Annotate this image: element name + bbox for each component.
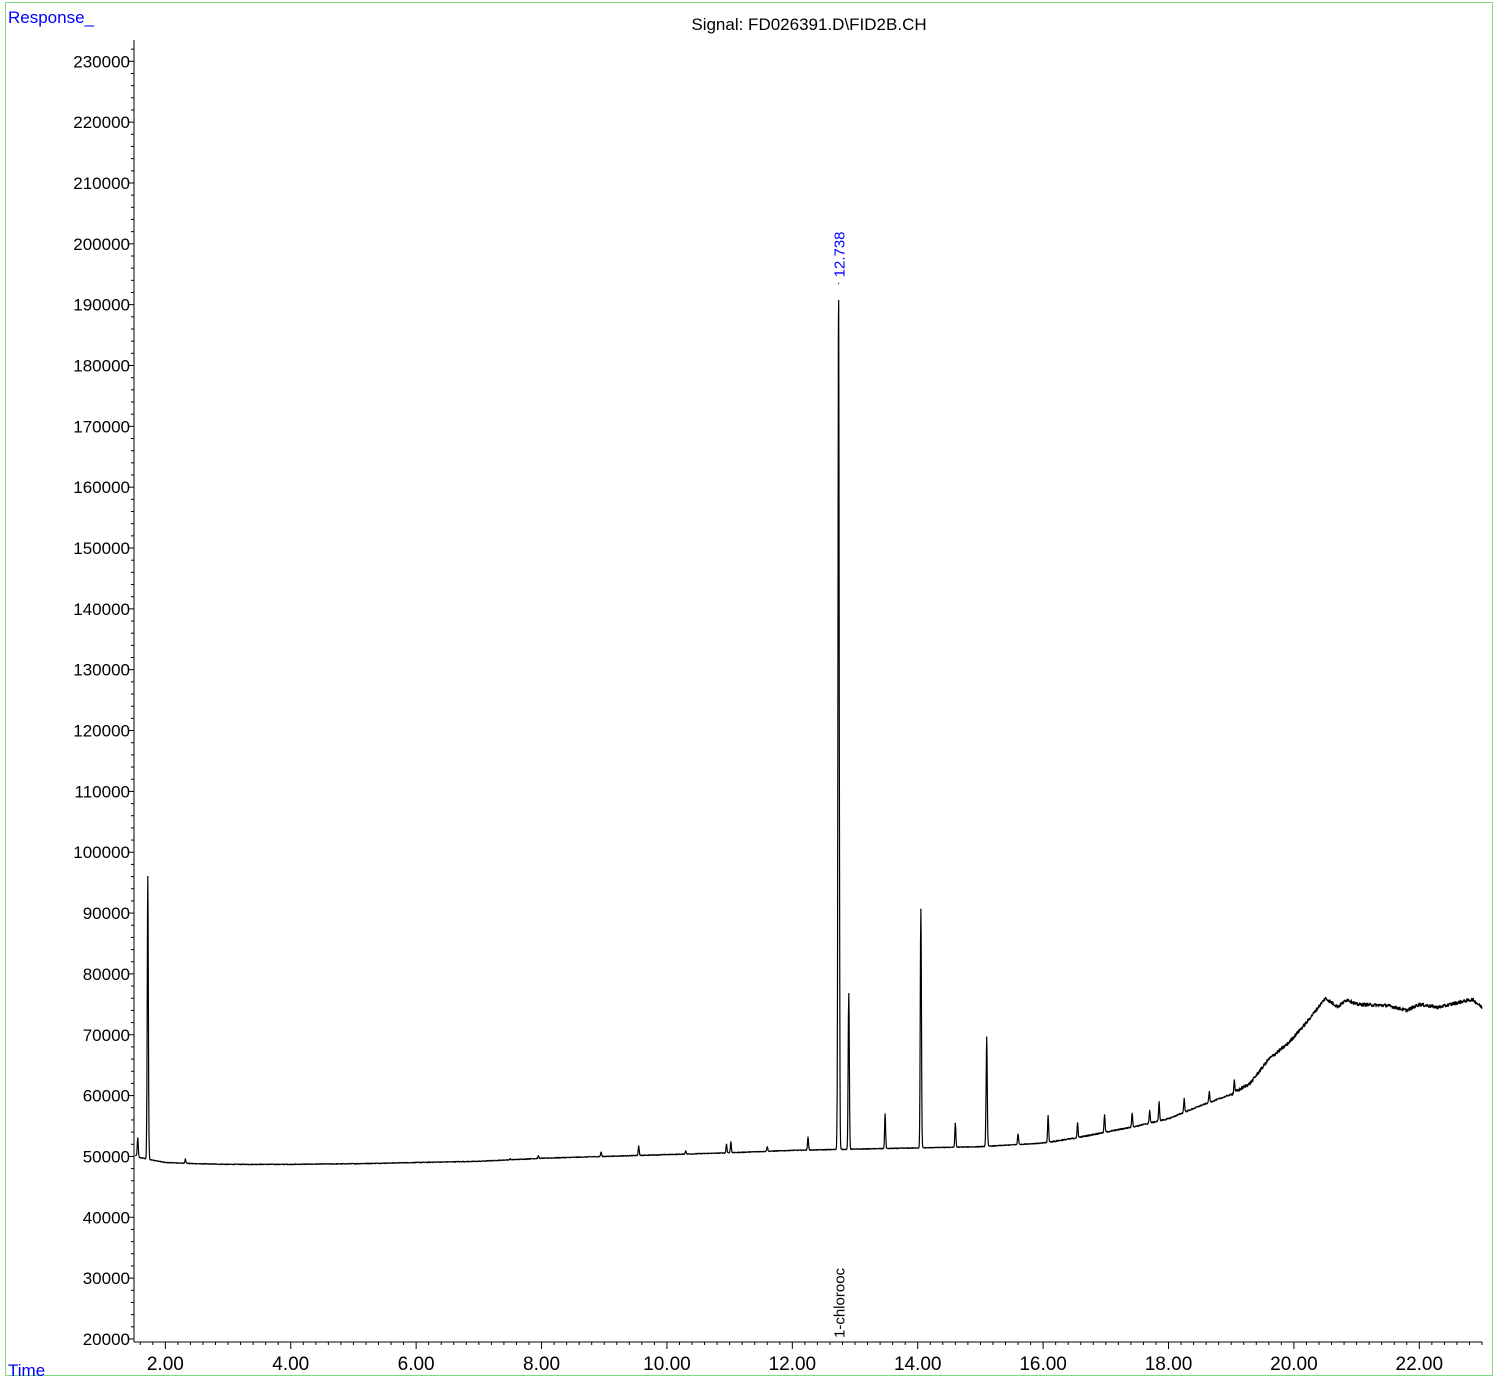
- peak-marker: [147, 875, 149, 878]
- y-tick-label: 20000: [83, 1330, 130, 1349]
- y-tick-label: 120000: [73, 722, 130, 741]
- y-tick-label: 130000: [73, 661, 130, 680]
- peak-marker: [1149, 1109, 1151, 1111]
- x-axis-label: Time: [8, 1361, 45, 1380]
- peak-marker: [1077, 1122, 1079, 1124]
- peak-marker: [1047, 1115, 1049, 1117]
- y-tick-label: 60000: [83, 1087, 130, 1106]
- signal-trace-group: [134, 282, 1483, 1166]
- y-axis-label: Response_: [8, 8, 95, 27]
- peak-marker: [884, 1113, 886, 1115]
- annotations: 12.738 1-chlorooc: [832, 231, 849, 1338]
- signal-trace: [134, 299, 1483, 1166]
- peak-marker: [638, 1145, 640, 1147]
- y-tick-label: 140000: [73, 600, 130, 619]
- peak-marker: [766, 1146, 768, 1148]
- peak-marker: [509, 1158, 511, 1160]
- x-tick-label: 6.00: [398, 1354, 435, 1375]
- x-tick-label: 10.00: [643, 1354, 691, 1375]
- peak-marker: [837, 282, 840, 284]
- y-tick-label: 90000: [83, 904, 130, 923]
- x-tick-label: 4.00: [272, 1354, 309, 1375]
- peak-marker: [848, 993, 850, 995]
- peak-marker: [1103, 1114, 1106, 1116]
- y-tick-label: 200000: [73, 235, 130, 254]
- peak-marker: [685, 1150, 687, 1152]
- peak-retention-time-label: 12.738: [832, 231, 849, 277]
- y-tick-label: 80000: [83, 965, 130, 984]
- y-axis-ticks: 20000 30000 40000 50000 60000 70000 80000 90000…: [73, 48, 134, 1349]
- x-tick-label: 22.00: [1396, 1354, 1444, 1375]
- peak-marker: [1017, 1133, 1019, 1135]
- y-tick-label: 30000: [83, 1269, 130, 1288]
- y-tick-label: 170000: [73, 417, 130, 436]
- peak-marker: [137, 1137, 139, 1139]
- y-tick-label: 230000: [73, 52, 130, 71]
- x-tick-label: 18.00: [1145, 1354, 1193, 1375]
- peak-marker: [1233, 1079, 1235, 1081]
- peak-marker: [600, 1151, 602, 1153]
- peak-marker: [184, 1158, 187, 1160]
- y-tick-label: 190000: [73, 296, 130, 315]
- y-tick-label: 50000: [83, 1147, 130, 1166]
- peak-marker: [920, 908, 922, 911]
- peak-marker: [1183, 1098, 1185, 1100]
- peak-marker: [537, 1155, 540, 1157]
- peak-marker: [1158, 1101, 1160, 1103]
- chart-title: Signal: FD026391.D\FID2B.CH: [691, 15, 926, 34]
- peak-marker: [730, 1141, 732, 1143]
- x-tick-label: 20.00: [1270, 1354, 1318, 1375]
- x-tick-label: 12.00: [769, 1354, 817, 1375]
- y-tick-label: 40000: [83, 1208, 130, 1227]
- y-tick-label: 110000: [75, 782, 130, 801]
- peak-marker: [986, 1036, 988, 1038]
- x-tick-label: 16.00: [1019, 1354, 1067, 1375]
- peak-marker: [1208, 1091, 1210, 1093]
- peak-marker: [954, 1122, 956, 1125]
- y-tick-label: 160000: [73, 478, 130, 497]
- y-tick-label: 100000: [73, 843, 130, 862]
- peak-marker: [807, 1136, 809, 1138]
- y-tick-label: 180000: [73, 357, 130, 376]
- y-tick-label: 150000: [73, 539, 130, 558]
- compound-name-label: 1-chlorooc: [832, 1267, 849, 1338]
- x-tick-label: 14.00: [894, 1354, 942, 1375]
- x-axis-ticks: 2.00 4.00 6.00 8.00 10.00 12.00 14.00 16.00 18.0…: [139, 1342, 1483, 1375]
- axes: [133, 40, 1482, 1343]
- y-tick-label: 70000: [83, 1026, 130, 1045]
- peak-marker: [725, 1143, 728, 1145]
- x-tick-label: 8.00: [523, 1354, 560, 1375]
- x-tick-label: 2.00: [147, 1354, 184, 1375]
- chart-frame: [5, 2, 1493, 1376]
- peak-marker: [1131, 1112, 1133, 1114]
- y-tick-label: 210000: [73, 174, 130, 193]
- y-tick-label: 220000: [73, 113, 130, 132]
